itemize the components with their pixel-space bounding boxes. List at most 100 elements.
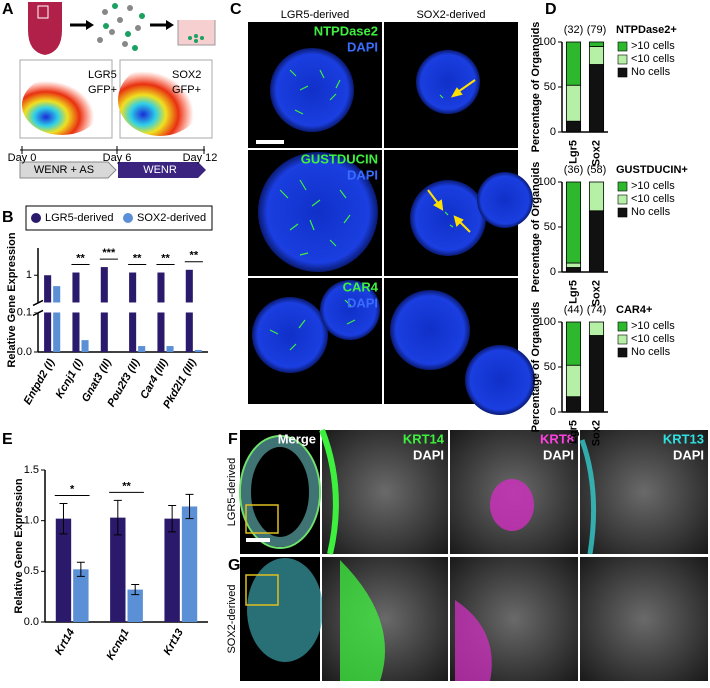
bar-segment <box>588 41 605 47</box>
bar-segment <box>588 181 605 212</box>
stain-label: KRT13 <box>663 431 704 446</box>
legend-swatch <box>617 41 628 52</box>
bar-segment <box>565 364 582 398</box>
significance: ** <box>161 252 170 264</box>
panel-label: A <box>2 1 14 18</box>
error-bar <box>168 504 177 533</box>
legend-label: >10 cells <box>631 180 675 192</box>
timeline-day: Day 6 <box>103 152 132 164</box>
bar-segment <box>565 267 582 273</box>
y-tick-label: 1.0 <box>24 515 39 527</box>
bar-segment <box>565 262 582 268</box>
panel-label: C <box>230 1 242 18</box>
bar <box>138 346 146 352</box>
error-bar <box>185 493 194 520</box>
bar-segment <box>588 335 605 413</box>
stain-label: DAPI <box>347 295 378 310</box>
n-label: (58) <box>587 164 607 176</box>
legend-swatch <box>617 334 628 345</box>
panel-label: B <box>2 209 14 226</box>
y-axis-label: Percentage of Organoids <box>530 302 542 433</box>
bar-segment <box>588 64 605 133</box>
flow-label: SOX2 <box>172 69 201 81</box>
legend-swatch <box>617 321 628 332</box>
y-axis-label: Relative Gene Expression <box>13 478 25 613</box>
y-tick-label: 50 <box>544 81 556 93</box>
legend-box <box>25 205 213 231</box>
flow-label: GFP+ <box>88 84 117 96</box>
bar <box>166 346 174 352</box>
legend-label: <10 cells <box>631 193 675 205</box>
y-tick-label: 0 <box>550 266 556 278</box>
significance: ** <box>122 480 131 492</box>
panel-label: D <box>545 1 557 18</box>
bar-segment <box>565 41 582 86</box>
x-tick-label: Entpd2 (I) <box>22 357 58 407</box>
error-bar <box>59 502 68 535</box>
flow-label: GFP+ <box>172 84 201 96</box>
bar-segment <box>588 321 605 336</box>
x-tick-label: Krt14 <box>53 627 77 657</box>
n-label: (36) <box>564 164 584 176</box>
significance: ** <box>190 250 199 262</box>
y-tick-label: 100 <box>538 316 556 328</box>
error-bar <box>113 499 122 536</box>
legend-swatch <box>617 207 628 218</box>
stain-label: GUSTDUCIN <box>301 151 378 166</box>
legend-swatch <box>617 181 628 192</box>
x-tick-label: Krt13 <box>161 627 185 657</box>
stain-label: NTPDase2 <box>314 23 378 38</box>
n-label: (32) <box>564 24 584 36</box>
y-tick-label: 0.5 <box>24 565 39 577</box>
bar <box>181 506 198 622</box>
y-tick-label: 50 <box>544 361 556 373</box>
bar <box>55 518 72 622</box>
legend-marker <box>123 213 133 223</box>
n-label: (79) <box>587 24 607 36</box>
y-tick-label: 1.5 <box>24 464 39 476</box>
x-tick-label: Lgr5 <box>567 420 579 444</box>
bar-segment <box>565 84 582 122</box>
y-tick-label: 50 <box>544 221 556 233</box>
bar <box>127 589 143 622</box>
x-tick-label: Lgr5 <box>567 280 579 304</box>
x-tick-label: Sox2 <box>590 280 602 306</box>
bar-segment <box>565 321 582 366</box>
chart-title: NTPDase2+ <box>616 24 677 36</box>
bar <box>81 340 89 352</box>
bar-segment <box>588 46 605 65</box>
timeline-day: Day 12 <box>183 152 218 164</box>
bar-segment <box>588 210 605 273</box>
y-tick-label: 1 <box>26 269 32 281</box>
legend-label: >10 cells <box>631 40 675 52</box>
legend-label: <10 cells <box>631 333 675 345</box>
legend-swatch <box>617 347 628 358</box>
column-label: SOX2-derived <box>416 9 485 21</box>
legend-swatch <box>617 67 628 78</box>
y-tick-label: 100 <box>538 176 556 188</box>
bar <box>53 286 61 352</box>
stain-label: DAPI <box>673 447 704 462</box>
x-tick-label: Kcnq1 <box>104 627 131 662</box>
x-tick-label: Sox2 <box>590 140 602 166</box>
row-label: LGR5-derived <box>226 458 238 526</box>
bar <box>44 275 52 352</box>
significance: ** <box>133 252 142 264</box>
x-tick-label: Lgr5 <box>567 140 579 164</box>
bar-segment <box>565 120 582 133</box>
timeline-phase: WENR + AS <box>34 164 94 176</box>
stain-label: Merge <box>278 431 316 446</box>
axis-break-mark <box>32 299 44 317</box>
y-tick-label: 0.1 <box>17 306 32 318</box>
panel-label: G <box>228 557 240 574</box>
y-axis-label: Relative Gene Expression <box>6 232 18 367</box>
legend-label: No cells <box>631 66 671 78</box>
n-label: (44) <box>564 304 584 316</box>
legend-label: No cells <box>631 346 671 358</box>
timeline-day: Day 0 <box>8 152 37 164</box>
stain-label: KRT8 <box>540 431 574 446</box>
micrographs <box>239 428 708 681</box>
y-tick-label: 0.0 <box>17 346 32 358</box>
error-bar <box>131 584 140 596</box>
